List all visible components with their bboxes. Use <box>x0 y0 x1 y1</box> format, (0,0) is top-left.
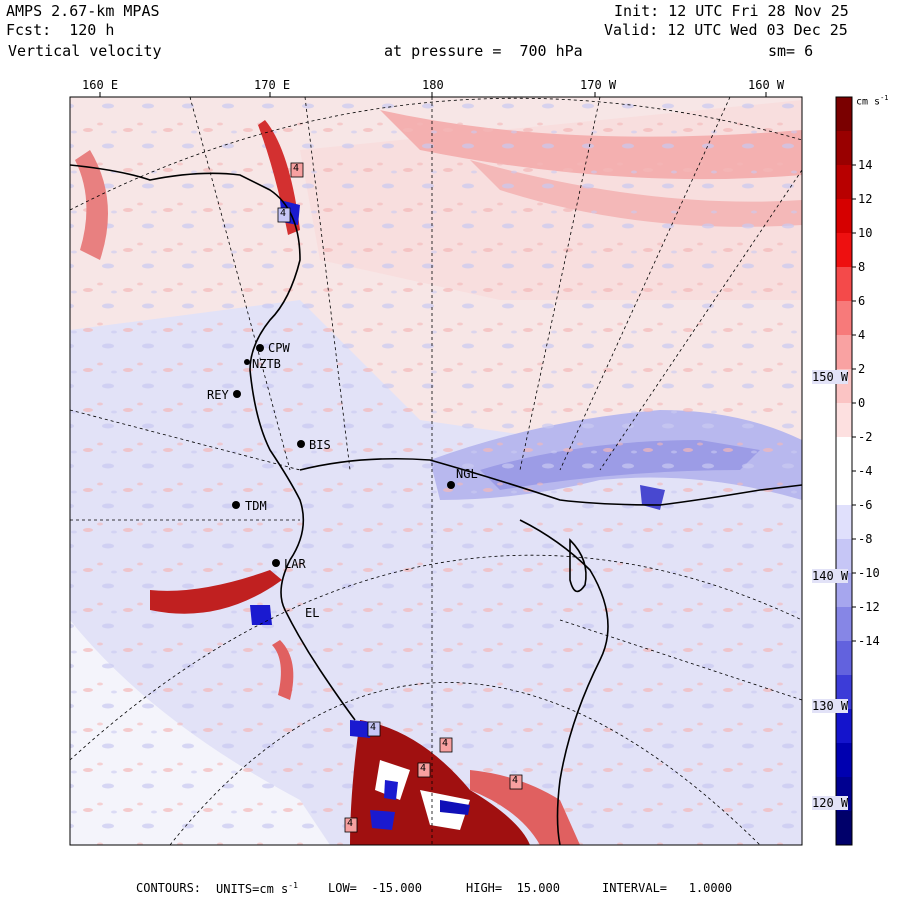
contour-label: 4 <box>442 738 449 749</box>
station-label-bis: BIS <box>309 438 331 452</box>
colorbar-tick-label: 6 <box>858 294 866 308</box>
colorbar-swatch <box>836 97 852 132</box>
colorbar-swatch <box>836 471 852 506</box>
contour-label: 4 <box>420 763 427 774</box>
lat-label-120w: 120 W <box>812 796 849 810</box>
colorbar-swatch <box>836 505 852 540</box>
colorbar-swatch <box>836 267 852 302</box>
colorbar-tick-label: 4 <box>858 328 866 342</box>
graticule <box>70 97 802 845</box>
mountain-signals <box>75 120 665 845</box>
colorbar-units: cm s-1 <box>856 94 889 107</box>
colorbar-swatch <box>836 165 852 200</box>
coastline <box>70 164 802 845</box>
colorbar-swatch <box>836 437 852 472</box>
colorbar-tick-label: -2 <box>858 430 873 444</box>
pressure-level: at pressure = 700 hPa <box>384 42 583 60</box>
colorbar-tick-label: 14 <box>858 158 873 172</box>
station-markers <box>232 344 455 567</box>
station-label-cpw: CPW <box>268 341 290 355</box>
station-label-ngl: NGL <box>456 467 478 481</box>
station-label-el: EL <box>305 606 320 620</box>
colorbar-swatch <box>836 131 852 166</box>
footer-units-text: UNITS=cm s <box>216 882 289 896</box>
valid-time: Valid: 12 UTC Wed 03 Dec 25 <box>604 21 848 39</box>
station-label-nztb: NZTB <box>252 357 281 371</box>
lat-label-150w: 150 W <box>812 370 849 384</box>
colorbar-units-exp: -1 <box>880 94 889 102</box>
contour-label: 4 <box>347 818 354 829</box>
lon-label-160e: 160 E <box>82 78 119 92</box>
colorbar-swatch <box>836 743 852 778</box>
map-frame <box>69 96 803 846</box>
init-time: Init: 12 UTC Fri 28 Nov 25 <box>614 2 849 20</box>
lat-label-140w: 140 W <box>812 569 849 583</box>
colorbar-units-text: cm s <box>856 96 881 108</box>
top-ticks <box>99 92 767 97</box>
colorbar-tick-label: -6 <box>858 498 873 512</box>
forecast-hour: Fcst: 120 h <box>6 21 115 39</box>
station-label-lar: LAR <box>284 557 306 571</box>
colorbar-swatch <box>836 403 852 438</box>
colorbar-swatch <box>836 301 852 336</box>
colorbar-tick-label: 10 <box>858 226 873 240</box>
colorbar-swatch <box>836 607 852 642</box>
colorbar-swatch <box>836 539 852 574</box>
lon-label-170e: 170 E <box>254 78 291 92</box>
colorbar-tick-label: -14 <box>858 634 880 648</box>
colorbar-swatch <box>836 811 852 846</box>
colorbar-swatch <box>836 199 852 234</box>
colorbar-swatch <box>836 335 852 370</box>
colorbar-swatch <box>836 641 852 676</box>
colorbar-tick-label: 0 <box>858 396 866 410</box>
colorbar-swatch <box>836 709 852 744</box>
lon-label-170w: 170 W <box>580 78 617 92</box>
texture-overlay <box>70 97 802 845</box>
colorbar-tick-label: -8 <box>858 532 873 546</box>
colorbar <box>835 96 856 846</box>
lat-label-130w: 130 W <box>812 699 849 713</box>
smoothing-label: sm= 6 <box>768 42 814 60</box>
contour-label: 4 <box>293 163 300 174</box>
footer-high: HIGH= 15.000 <box>466 881 560 895</box>
colorbar-swatch <box>836 233 852 268</box>
colorbar-tick-label: -4 <box>858 464 873 478</box>
model-title: AMPS 2.67-km MPAS <box>6 2 160 20</box>
footer-units-exp: -1 <box>288 881 298 890</box>
lon-label-180: 180 <box>422 78 444 92</box>
footer-interval: INTERVAL= 1.0000 <box>602 881 733 895</box>
field-name: Vertical velocity <box>8 42 162 60</box>
contour-label: 4 <box>512 775 519 786</box>
colorbar-tick-label: -12 <box>858 600 880 614</box>
footer-units: UNITS=cm s-1 <box>216 881 298 896</box>
map-field <box>70 97 802 845</box>
station-label-rey: REY <box>207 388 229 402</box>
contour-label: 4 <box>280 208 287 219</box>
footer-contours: CONTOURS: <box>136 881 202 895</box>
colorbar-tick-label: -10 <box>858 566 880 580</box>
contour-label: 4 <box>370 722 377 733</box>
lon-label-160w: 160 W <box>748 78 785 92</box>
station-label-tdm: TDM <box>245 499 267 513</box>
footer-low: LOW= -15.000 <box>328 881 422 895</box>
colorbar-tick-label: 8 <box>858 260 866 274</box>
contour-label-boxes <box>277 162 523 833</box>
colorbar-tick-label: 12 <box>858 192 873 206</box>
colorbar-tick-label: 2 <box>858 362 866 376</box>
